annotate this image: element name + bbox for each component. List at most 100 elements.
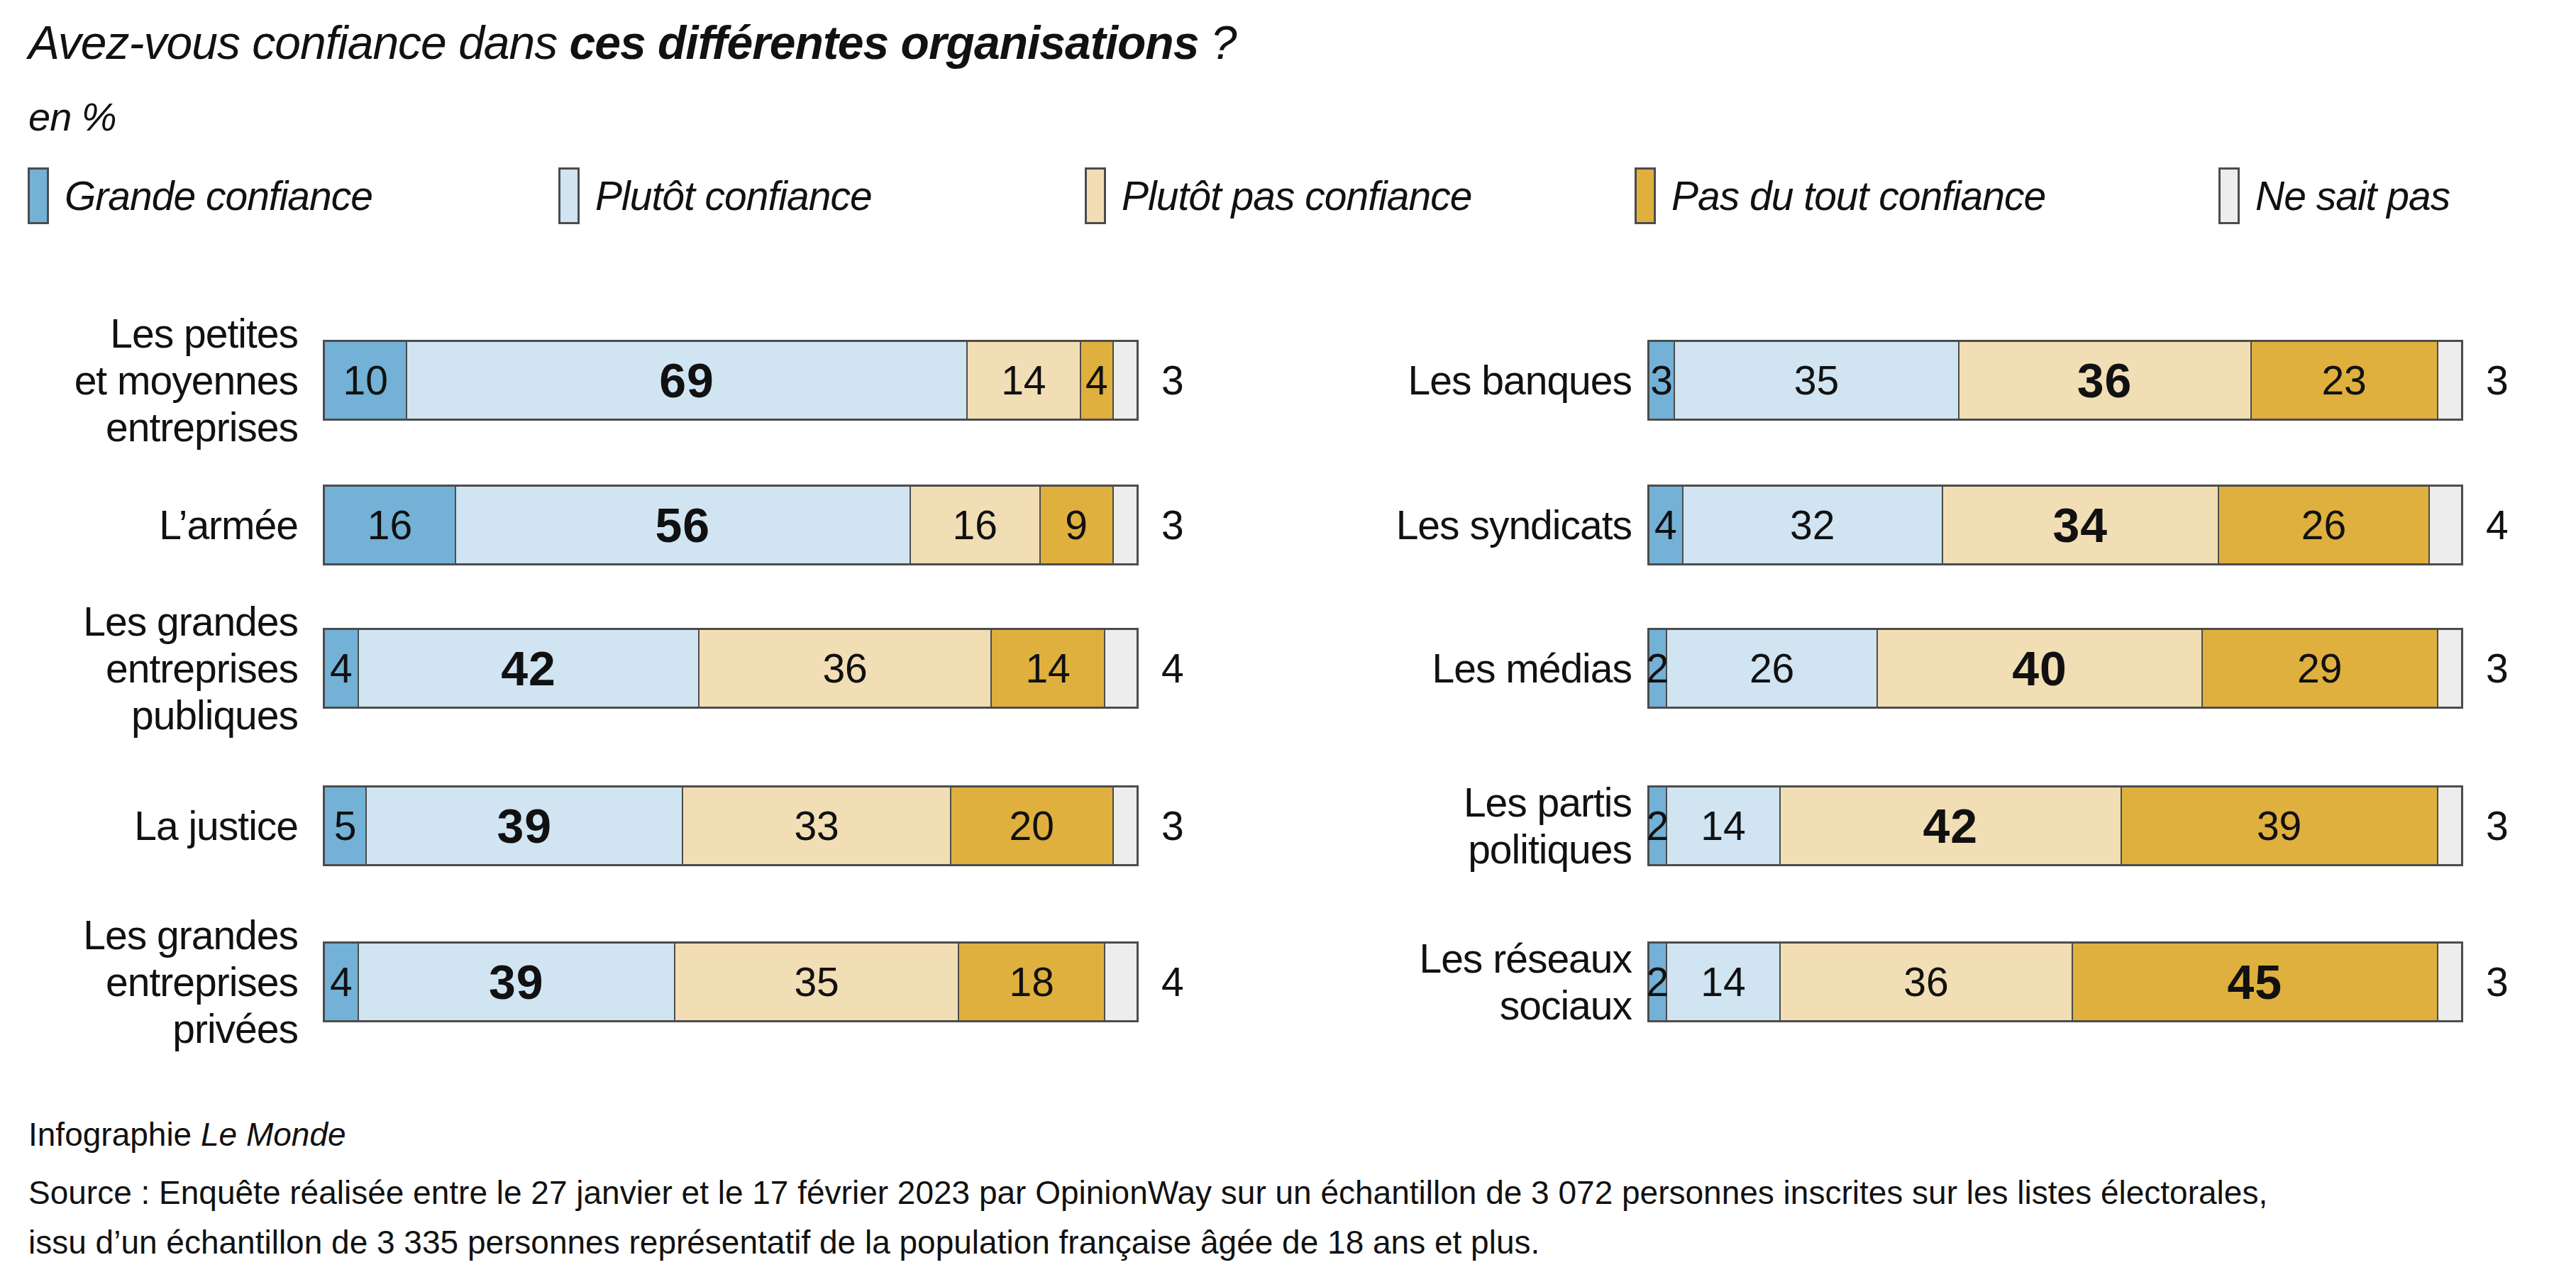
- row-label-line: privées: [172, 1006, 298, 1051]
- segment-pas-du-tout-confiance: 20: [950, 787, 1112, 864]
- segment-value: 36: [2077, 353, 2133, 408]
- source-line-1: Source : Enquête réalisée entre le 27 ja…: [28, 1174, 2267, 1211]
- row-label-line: sociaux: [1500, 983, 1632, 1028]
- stacked-bar: 5 39 33 20: [323, 785, 1139, 866]
- row-label: Les petiteset moyennesentreprises: [0, 310, 298, 450]
- segment-plutot-confiance: 32: [1682, 487, 1942, 563]
- segment-value: 20: [1010, 802, 1054, 849]
- nsp-value: 4: [1161, 645, 1184, 692]
- segment-ne-sait-pas: [1112, 787, 1137, 864]
- row-label-line: entreprises: [106, 404, 298, 450]
- segment-value: 69: [659, 353, 714, 408]
- segment-plutot-confiance: 42: [358, 630, 698, 707]
- segment-grande-confiance: 4: [325, 944, 358, 1020]
- segment-value: 4: [1085, 357, 1108, 404]
- stacked-bar: 4 32 34 26: [1647, 485, 2463, 565]
- row-label: Les médias: [1234, 645, 1632, 692]
- nsp-value: 3: [2486, 357, 2509, 404]
- segment-grande-confiance: 2: [1649, 944, 1666, 1020]
- segment-value: 5: [334, 802, 357, 849]
- segment-pas-du-tout-confiance: 9: [1039, 487, 1112, 563]
- segment-value: 3: [1650, 357, 1673, 404]
- segment-value: 35: [794, 958, 839, 1005]
- segment-ne-sait-pas: [1112, 487, 1137, 563]
- segment-pas-du-tout-confiance: 23: [2250, 342, 2437, 419]
- segment-grande-confiance: 3: [1649, 342, 1674, 419]
- segment-value: 18: [1010, 958, 1054, 1005]
- row-label: Les réseauxsociaux: [1234, 935, 1632, 1029]
- stacked-bar: 10 69 14 4: [323, 340, 1139, 421]
- segment-value: 4: [330, 958, 353, 1005]
- segment-ne-sait-pas: [2428, 487, 2461, 563]
- segment-value: 33: [794, 802, 839, 849]
- nsp-value: 3: [1161, 802, 1184, 849]
- segment-plutot-confiance: 39: [365, 787, 682, 864]
- segment-value: 39: [2257, 802, 2301, 849]
- segment-grande-confiance: 4: [1649, 487, 1682, 563]
- segment-value: 36: [822, 645, 867, 692]
- segment-value: 39: [497, 798, 552, 853]
- segment-pas-du-tout-confiance: 26: [2218, 487, 2428, 563]
- nsp-value: 3: [2486, 802, 2509, 849]
- segment-pas-du-tout-confiance: 18: [958, 944, 1104, 1020]
- row-label-line: Les grandes: [83, 912, 298, 958]
- row-label: Les banques: [1234, 357, 1632, 404]
- segment-value: 32: [1790, 502, 1835, 548]
- segment-value: 34: [2052, 497, 2108, 553]
- segment-ne-sait-pas: [2437, 787, 2461, 864]
- segment-grande-confiance: 10: [325, 342, 406, 419]
- segment-grande-confiance: 4: [325, 630, 358, 707]
- segment-ne-sait-pas: [2437, 342, 2461, 419]
- segment-grande-confiance: 2: [1649, 787, 1666, 864]
- row-label-line: La justice: [134, 803, 298, 848]
- segment-value: 16: [367, 502, 412, 548]
- segment-value: 14: [1025, 645, 1070, 692]
- segment-value: 14: [1701, 958, 1745, 1005]
- segment-plutot-pas-confiance: 33: [682, 787, 950, 864]
- credit-brand: Le Monde: [201, 1116, 346, 1153]
- row-label-line: Les grandes: [83, 599, 298, 644]
- chart: Les petiteset moyennesentreprises1069144…: [0, 0, 2576, 1107]
- row-label-line: Les petites: [110, 311, 298, 356]
- row-label-line: L’armée: [159, 502, 298, 548]
- segment-value: 23: [2321, 357, 2366, 404]
- nsp-value: 4: [2486, 502, 2509, 548]
- segment-value: 36: [1903, 958, 1948, 1005]
- segment-value: 56: [656, 497, 711, 553]
- stacked-bar: 2143645: [1647, 941, 2463, 1022]
- stacked-bar: 442 36 14: [323, 628, 1139, 709]
- segment-pas-du-tout-confiance: 39: [2121, 787, 2437, 864]
- row-label-line: Les médias: [1432, 646, 1632, 691]
- nsp-value: 3: [2486, 958, 2509, 1005]
- segment-value: 40: [2012, 641, 2067, 696]
- stacked-bar: 2264029: [1647, 628, 2463, 709]
- stacked-bar: 4 39 35 18: [323, 941, 1139, 1022]
- source-note: Source : Enquête réalisée entre le 27 ja…: [28, 1168, 2554, 1267]
- segment-ne-sait-pas: [2437, 630, 2461, 707]
- segment-plutot-pas-confiance: 16: [910, 487, 1039, 563]
- segment-value: 26: [1749, 645, 1794, 692]
- segment-plutot-pas-confiance: 36: [698, 630, 990, 707]
- segment-ne-sait-pas: [1104, 630, 1137, 707]
- row-label: Les grandesentreprisesprivées: [0, 912, 298, 1052]
- credit-prefix: Infographie: [28, 1116, 201, 1153]
- nsp-value: 4: [1161, 958, 1184, 1005]
- nsp-value: 3: [2486, 645, 2509, 692]
- segment-value: 29: [2297, 645, 2342, 692]
- segment-value: 14: [1001, 357, 1046, 404]
- segment-value: 2: [1647, 958, 1669, 1005]
- stacked-bar: 1656169: [323, 485, 1139, 565]
- row-label: La justice: [0, 802, 298, 849]
- row-label: Les partispolitiques: [1234, 779, 1632, 873]
- segment-value: 10: [343, 357, 387, 404]
- segment-plutot-confiance: 26: [1666, 630, 1876, 707]
- segment-pas-du-tout-confiance: 4: [1080, 342, 1112, 419]
- segment-plutot-confiance: 69: [406, 342, 966, 419]
- segment-grande-confiance: 5: [325, 787, 365, 864]
- segment-plutot-confiance: 35: [1674, 342, 1957, 419]
- segment-value: 4: [1654, 502, 1677, 548]
- segment-grande-confiance: 16: [325, 487, 455, 563]
- segment-value: 39: [489, 954, 544, 1010]
- row-label-line: entreprises: [106, 959, 298, 1005]
- segment-ne-sait-pas: [2437, 944, 2461, 1020]
